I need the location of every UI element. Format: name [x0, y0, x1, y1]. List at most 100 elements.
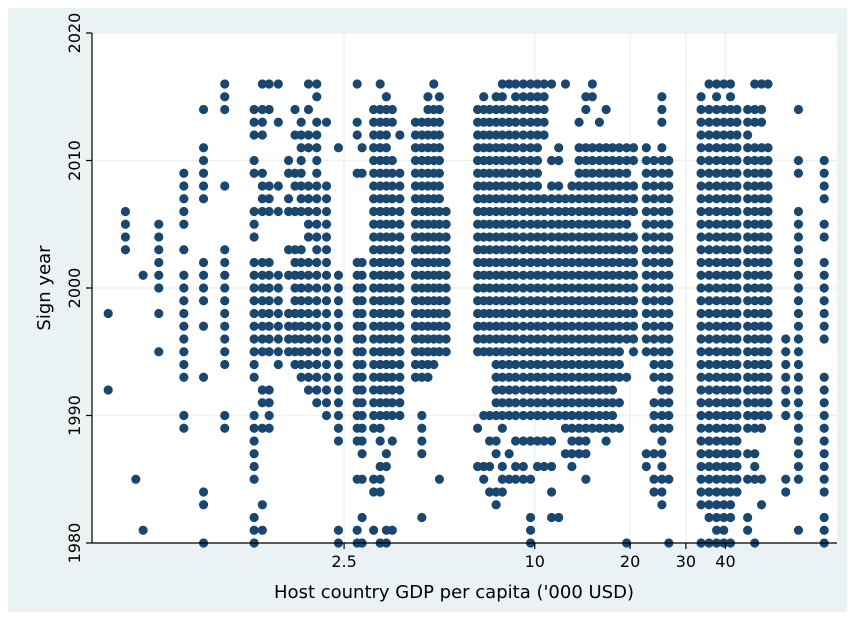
- data-point: [696, 334, 706, 344]
- data-point: [743, 245, 753, 255]
- data-point: [614, 308, 624, 319]
- data-point: [198, 143, 209, 153]
- data-point: [743, 321, 753, 331]
- data-point: [793, 155, 804, 166]
- data-point: [410, 372, 421, 382]
- data-point: [756, 168, 767, 178]
- data-point: [554, 219, 564, 229]
- data-point: [614, 372, 624, 382]
- data-point: [532, 334, 543, 344]
- data-point: [607, 181, 618, 191]
- data-point: [567, 219, 577, 229]
- data-point: [601, 359, 611, 370]
- data-point: [581, 423, 591, 433]
- data-point: [257, 79, 267, 89]
- data-point: [594, 385, 605, 395]
- data-point: [743, 206, 753, 217]
- data-point: [614, 168, 624, 178]
- data-point: [743, 194, 753, 204]
- x-tick-label: 40: [715, 552, 735, 571]
- data-point: [819, 155, 829, 166]
- data-point: [657, 308, 667, 319]
- data-point: [560, 219, 571, 229]
- data-point: [321, 117, 332, 127]
- data-point: [696, 500, 706, 510]
- data-point: [511, 79, 521, 89]
- data-point: [525, 155, 536, 166]
- data-point: [725, 347, 736, 357]
- data-point: [357, 308, 367, 319]
- data-point: [601, 334, 611, 344]
- data-point: [103, 308, 113, 319]
- data-point: [120, 232, 131, 242]
- data-point: [732, 410, 742, 421]
- data-point: [750, 449, 760, 459]
- data-point: [249, 347, 259, 357]
- data-point: [312, 219, 322, 229]
- data-point: [296, 308, 306, 319]
- data-point: [587, 206, 597, 217]
- data-point: [410, 181, 421, 191]
- data-point: [518, 232, 528, 242]
- data-point: [732, 219, 742, 229]
- data-point: [560, 245, 571, 255]
- data-point: [581, 283, 591, 293]
- data-point: [257, 385, 267, 395]
- data-point: [732, 385, 742, 395]
- data-point: [641, 347, 651, 357]
- data-point: [628, 232, 639, 242]
- data-point: [711, 512, 722, 523]
- data-point: [546, 487, 557, 497]
- data-point: [732, 143, 742, 153]
- data-point: [725, 449, 736, 459]
- data-point: [622, 232, 632, 242]
- data-point: [711, 143, 722, 153]
- data-point: [614, 232, 624, 242]
- data-point: [484, 270, 495, 280]
- data-point: [587, 232, 597, 242]
- data-point: [601, 347, 611, 357]
- data-point: [518, 461, 528, 472]
- data-point: [696, 155, 706, 166]
- data-point: [657, 449, 667, 459]
- data-point: [395, 347, 405, 357]
- data-point: [525, 117, 536, 127]
- data-point: [763, 245, 773, 255]
- data-point: [518, 410, 528, 421]
- data-point: [434, 168, 445, 178]
- data-point: [607, 245, 618, 255]
- data-point: [357, 270, 367, 280]
- data-point: [587, 359, 597, 370]
- data-point: [628, 155, 639, 166]
- data-point: [504, 181, 514, 191]
- data-point: [333, 525, 344, 535]
- data-point: [532, 79, 543, 89]
- data-point: [641, 168, 651, 178]
- data-point: [303, 308, 314, 319]
- data-point: [743, 385, 753, 395]
- data-point: [369, 321, 379, 331]
- data-point: [154, 257, 164, 268]
- data-point: [614, 270, 624, 280]
- data-point: [657, 487, 667, 497]
- data-point: [179, 296, 189, 306]
- data-point: [387, 219, 397, 229]
- data-point: [554, 155, 564, 166]
- data-point: [574, 194, 584, 204]
- data-point: [664, 283, 674, 293]
- data-point: [387, 181, 397, 191]
- data-point: [696, 385, 706, 395]
- data-point: [484, 194, 495, 204]
- data-point: [704, 436, 714, 446]
- data-point: [743, 525, 753, 535]
- data-point: [587, 398, 597, 408]
- data-point: [763, 155, 773, 166]
- data-point: [504, 206, 514, 217]
- data-point: [793, 423, 804, 433]
- data-point: [819, 257, 829, 268]
- data-point: [554, 257, 564, 268]
- data-point: [719, 449, 729, 459]
- data-point: [560, 423, 571, 433]
- data-point: [532, 155, 543, 166]
- data-point: [819, 525, 829, 535]
